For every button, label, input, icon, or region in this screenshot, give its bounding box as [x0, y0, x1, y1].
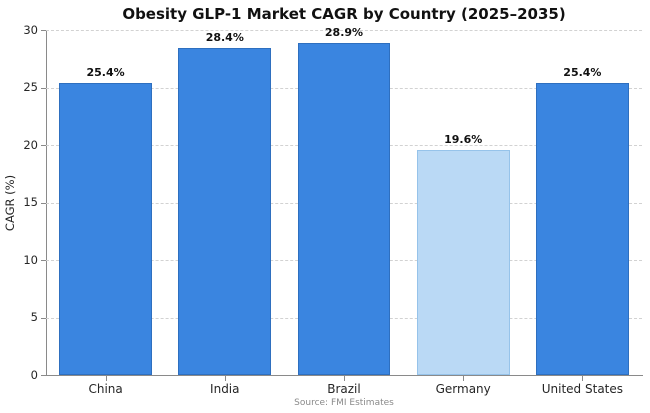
bar: [59, 82, 153, 375]
y-tick-label: 0: [30, 367, 38, 382]
x-tick-mark: [105, 376, 107, 381]
y-tick-mark: [41, 30, 46, 31]
y-tick-mark: [41, 87, 46, 89]
y-tick-label: 15: [23, 195, 38, 209]
x-tick-mark: [582, 376, 584, 381]
bar: [416, 149, 510, 375]
y-tick-mark: [41, 375, 46, 376]
bar-value-label: 19.6%: [444, 132, 483, 146]
y-tick-mark: [41, 317, 46, 319]
x-tick-label: United States: [541, 382, 624, 396]
x-tick-label: India: [210, 382, 240, 396]
bar-value-label: 28.9%: [324, 25, 364, 39]
x-tick-mark: [224, 376, 226, 381]
y-tick-label: 25: [23, 80, 38, 94]
bar-value-label: 28.4%: [205, 31, 244, 45]
y-tick-mark: [41, 202, 46, 204]
bar: [535, 82, 629, 375]
bar-value-label: 25.4%: [563, 65, 602, 79]
x-tick-label: Brazil: [327, 382, 361, 396]
bar: [297, 42, 391, 375]
x-tick-mark: [463, 376, 465, 381]
x-tick-label: China: [88, 382, 123, 396]
x-tick-mark: [344, 376, 345, 381]
x-tick-label: Germany: [435, 382, 491, 396]
y-tick-mark: [41, 260, 46, 261]
y-tick-label: 10: [23, 252, 38, 267]
source-caption: Source: FMI Estimates: [294, 398, 394, 408]
y-tick-mark: [41, 145, 46, 146]
y-tick-label: 30: [23, 22, 38, 37]
y-tick-label: 5: [30, 310, 38, 324]
chart-title: Obesity GLP-1 Market CAGR by Country (20…: [122, 5, 566, 23]
bar: [178, 48, 272, 375]
y-tick-label: 20: [23, 137, 38, 152]
gridline: [46, 30, 642, 31]
bar-value-label: 25.4%: [86, 65, 125, 79]
